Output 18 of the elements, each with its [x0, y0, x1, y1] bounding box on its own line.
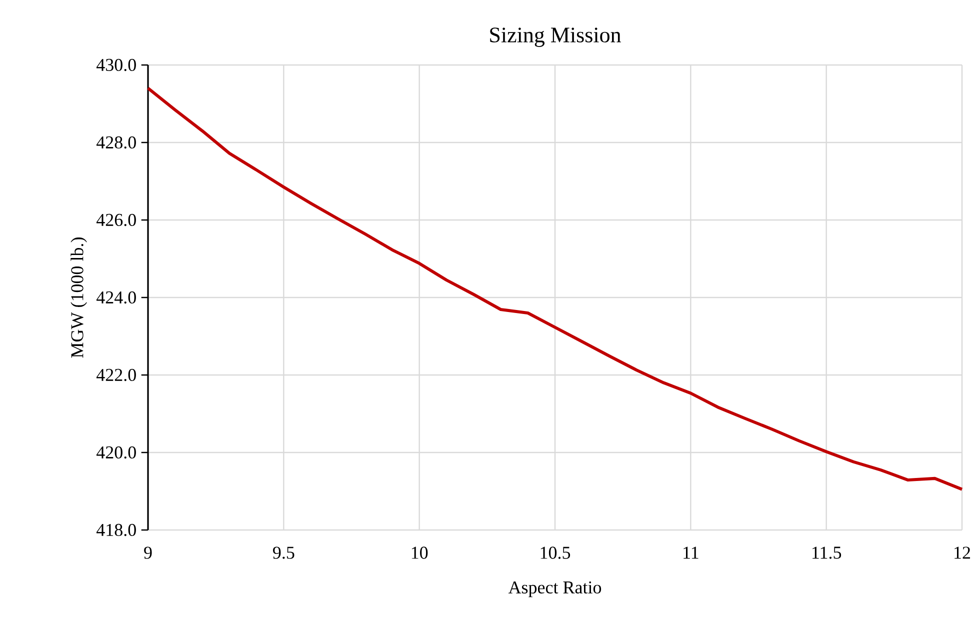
x-tick-label: 9.5 [273, 546, 294, 559]
y-tick-label: 426.0 [96, 214, 136, 226]
y-tick-label: 418.0 [96, 524, 136, 536]
y-tick-label: 420.0 [96, 446, 136, 459]
x-tick-label: 9 [144, 546, 152, 559]
y-axis-title: MGW (1000 lb.) [70, 238, 87, 358]
y-tick-label: 424.0 [96, 291, 136, 304]
chart-title: Sizing Mission [490, 28, 621, 47]
y-tick-label: 430.0 [96, 58, 136, 72]
y-tick-label: 428.0 [96, 136, 136, 149]
y-tick-label: 422.0 [96, 368, 136, 382]
x-tick-label: 11.5 [812, 546, 842, 559]
x-tick-label: 10.5 [540, 546, 570, 559]
x-axis-title: Aspect Ratio [508, 581, 602, 598]
x-tick-label: 11 [684, 546, 698, 559]
line-series [146, 86, 964, 491]
x-tick-label: 12 [954, 546, 970, 559]
x-tick-label: 10 [412, 546, 428, 559]
